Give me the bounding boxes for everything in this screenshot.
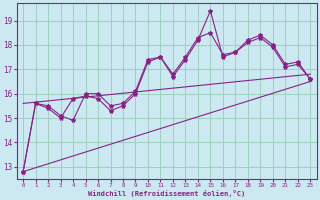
X-axis label: Windchill (Refroidissement éolien,°C): Windchill (Refroidissement éolien,°C) [88, 190, 245, 197]
